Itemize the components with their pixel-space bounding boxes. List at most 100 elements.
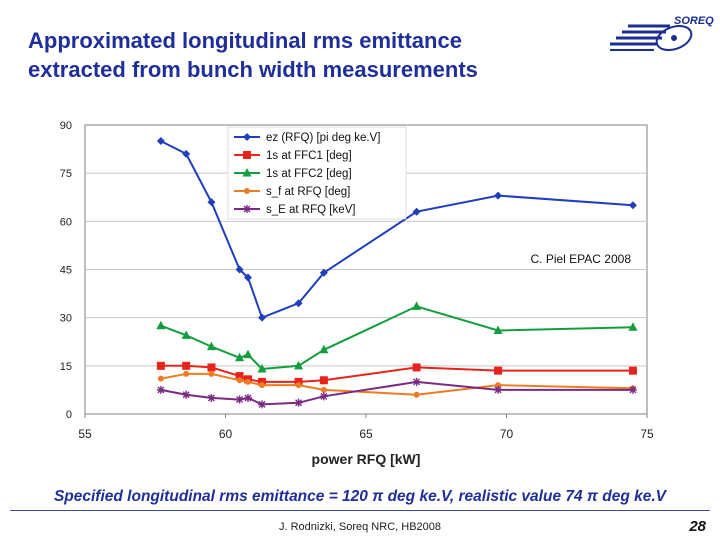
legend-label: 1s at FFC1 [deg] <box>266 150 352 162</box>
data-point <box>258 377 267 386</box>
data-point <box>294 377 303 386</box>
data-point <box>412 207 421 216</box>
data-point <box>244 378 251 385</box>
emittance-specification-note: Specified longitudinal rms emittance = 1… <box>0 488 720 506</box>
slide-title-line-1: Approximated longitudinal rms emittance <box>28 28 462 53</box>
note-suffix: deg ke.V <box>597 488 667 505</box>
legend: ez (RFQ) [pi deg ke.V] 1s at FFC1 [deg] 1s… <box>227 126 407 220</box>
legend-entry-3: 1s at FFC2 [deg] <box>234 168 352 180</box>
slide-title-line-2: extracted from bunch width measurements <box>28 57 478 82</box>
data-point <box>207 393 216 402</box>
data-point <box>235 395 244 404</box>
data-point <box>494 366 503 375</box>
data-point <box>156 137 165 146</box>
data-point <box>243 349 253 359</box>
legend-label: s_f at RFQ [deg] <box>266 186 350 198</box>
data-point <box>156 385 165 394</box>
data-point <box>156 361 165 370</box>
y-tick-label: 45 <box>60 265 72 277</box>
page-number: 28 <box>689 518 706 535</box>
legend-entry-1: ez (RFQ) [pi deg ke.V] <box>234 132 380 144</box>
data-point <box>295 382 302 389</box>
legend-entry-4: s_f at RFQ [deg] <box>234 186 350 198</box>
data-point <box>628 385 637 394</box>
data-point <box>294 398 303 407</box>
series-5 <box>156 377 637 409</box>
data-point <box>258 313 267 322</box>
note-middle: deg ke.V, realistic value 74 <box>383 488 587 505</box>
legend-items: ez (RFQ) [pi deg ke.V] 1s at FFC1 [deg] 1s… <box>234 132 380 216</box>
data-point <box>319 268 328 277</box>
note-prefix: Specified longitudinal rms emittance = 1… <box>53 488 373 505</box>
x-tick-label: 55 <box>78 427 92 441</box>
y-tick-labels: 0 15 30 45 60 75 90 <box>60 120 72 421</box>
data-point <box>208 370 215 377</box>
data-point <box>258 400 267 409</box>
legend-swatch-marker <box>243 151 251 159</box>
x-axis-label: power RFQ [kW] <box>312 451 421 467</box>
y-tick-label: 60 <box>60 216 72 228</box>
data-point <box>412 301 422 310</box>
legend-swatch-marker <box>242 168 252 177</box>
x-tick-label: 65 <box>359 427 373 441</box>
data-point <box>493 325 503 335</box>
data-point <box>206 341 216 351</box>
footer-divider <box>10 510 710 511</box>
data-point <box>628 201 637 210</box>
data-point <box>319 376 328 385</box>
data-point <box>413 391 420 398</box>
data-point <box>294 299 303 308</box>
x-tick-label: 60 <box>219 427 233 441</box>
data-point <box>494 385 503 394</box>
data-point <box>412 363 421 372</box>
data-point <box>157 375 164 382</box>
data-point <box>235 372 244 381</box>
data-point <box>628 322 638 331</box>
x-tick-label: 75 <box>640 427 654 441</box>
data-point <box>235 265 244 274</box>
legend-swatch-marker <box>244 188 250 194</box>
chart-annotation: C. Piel EPAC 2008 <box>531 252 632 266</box>
y-tick-label: 90 <box>60 120 72 132</box>
y-tick-label: 15 <box>60 361 72 373</box>
data-point <box>319 392 328 401</box>
slide-title: Approximated longitudinal rms emittance … <box>28 26 588 84</box>
data-point <box>494 191 503 200</box>
data-point <box>156 320 166 330</box>
data-point <box>236 377 243 384</box>
y-tick-label: 0 <box>66 409 72 421</box>
series-3 <box>156 301 638 373</box>
soreq-logo: SOREQ <box>610 15 714 52</box>
data-point <box>243 393 252 402</box>
legend-entry-2: 1s at FFC1 [deg] <box>234 150 352 162</box>
legend-swatch-marker <box>243 133 251 141</box>
legend-swatch-marker <box>243 205 251 213</box>
pi-symbol: π <box>372 488 384 505</box>
data-point <box>182 390 191 399</box>
data-point <box>257 364 267 373</box>
y-tick-label: 75 <box>60 168 72 180</box>
soreq-logo-mark <box>610 24 693 52</box>
legend-label: 1s at FFC2 [deg] <box>266 168 352 180</box>
data-point <box>495 382 502 389</box>
data-point <box>294 360 304 370</box>
data-point <box>183 370 190 377</box>
y-tick-label: 30 <box>60 313 72 325</box>
series-1 <box>156 137 637 322</box>
x-tick-label: 70 <box>500 427 514 441</box>
source-credit: J. Rodnizki, Soreq NRC, HB2008 <box>278 521 441 533</box>
data-point <box>207 363 216 372</box>
legend-entry-5: s_E at RFQ [keV] <box>234 204 355 216</box>
data-point <box>319 344 329 354</box>
data-series <box>156 137 638 409</box>
data-point <box>182 361 191 370</box>
data-point <box>207 198 216 207</box>
data-point <box>235 352 245 362</box>
data-point <box>412 377 421 386</box>
data-point <box>259 382 266 389</box>
pi-symbol: π <box>586 488 598 505</box>
data-point <box>181 330 191 339</box>
data-point <box>628 366 637 375</box>
data-point <box>182 149 191 158</box>
